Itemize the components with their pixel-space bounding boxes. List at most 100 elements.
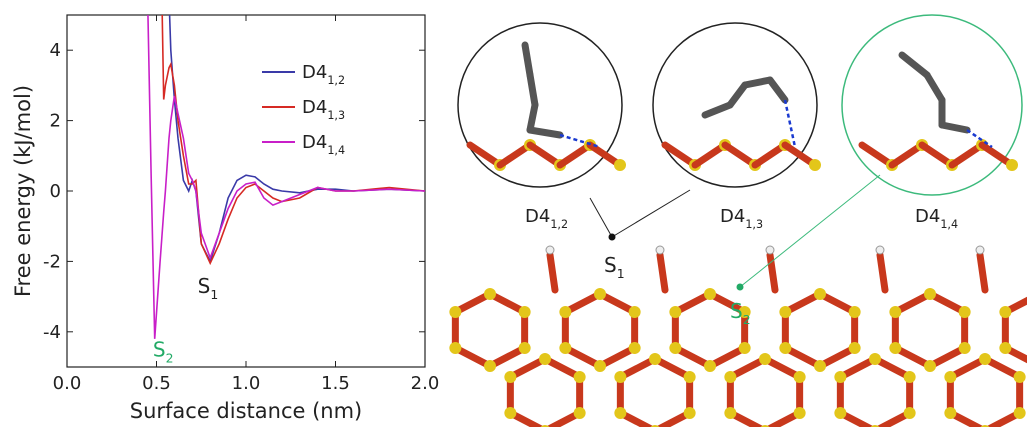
silicon-atom [1006,159,1018,171]
silicon-atom [869,353,881,365]
silicon-atom [834,371,846,383]
silicon-atom [614,159,626,171]
x-tick-label: 0.5 [142,373,171,394]
illustration-label-main: D4 [720,206,745,227]
silicon-atom [684,407,696,419]
illustration-label-sub: 1 [617,266,625,281]
silicon-atom [594,360,606,372]
annotation-sub: 1 [210,287,218,302]
silica-surface [449,246,1027,427]
illustration-label: D41,2 [525,206,568,231]
silicon-atom [539,353,551,365]
molecule-bond [530,105,535,130]
legend-label: D41,4 [302,132,345,157]
connector [612,190,690,237]
legend-label-sub: 1,3 [327,109,345,122]
zoom-circle [458,23,622,187]
silicon-atom [629,306,641,318]
bond [660,255,665,290]
molecule-bond [745,80,770,85]
zoom-circle [653,23,817,187]
illustration-label-sub: 2 [743,312,751,327]
silicon-atom [1014,407,1026,419]
molecule-bond [942,125,967,130]
y-tick-label: -2 [43,251,61,272]
site-dot [609,234,616,241]
annotation: S2 [153,337,174,365]
silicon-atom [924,288,936,300]
silicon-atom [999,342,1011,354]
silicon-atom [449,306,461,318]
x-tick-label: 0.0 [53,373,82,394]
silicon-atom [809,159,821,171]
legend-label: D41,2 [302,62,345,87]
silicon-atom [779,342,791,354]
illustration-label: D41,4 [915,206,958,231]
legend-label-main: D4 [302,132,327,153]
silicon-atom [779,306,791,318]
connector [590,198,612,237]
silicon-atom [669,306,681,318]
silicon-atom [559,306,571,318]
illustration-label-sub: 1,2 [550,218,568,231]
silicon-atom [959,306,971,318]
silicon-atom [519,342,531,354]
silicon-atom [849,342,861,354]
illustration-label: S1 [604,253,625,281]
silicon-atom [614,407,626,419]
legend-label-sub: 1,2 [327,74,345,87]
illustration-label: D41,3 [720,206,763,231]
data-line [148,0,425,339]
y-tick-label: 4 [50,40,61,61]
hydrogen [766,246,774,254]
hydrogen [976,246,984,254]
bond [980,255,985,290]
silicon-atom [814,360,826,372]
bond [770,255,775,290]
molecule-bond [525,45,530,75]
figure: Surface distance (nm) Free energy (kJ/mo… [0,0,1027,427]
silicon-atom [594,288,606,300]
silicon-atom [849,306,861,318]
silicon-atom [979,353,991,365]
illustration-label-main: D4 [915,206,940,227]
silicon-atom [889,342,901,354]
silicon-atom [629,342,641,354]
silicon-atom [649,353,661,365]
legend-label-main: D4 [302,62,327,83]
silicon-atom [574,407,586,419]
silicon-atom [1014,371,1026,383]
illustration [458,15,1022,291]
silicon-atom [704,288,716,300]
illustration-label-main: S [604,253,617,277]
silicon-atom [669,342,681,354]
silicon-atom [504,371,516,383]
silicon-atom [614,371,626,383]
silicon-atom [944,371,956,383]
illustration-label-main: S [730,299,743,323]
silicon-atom [559,342,571,354]
annotation-main: S [198,274,211,298]
silicon-atom [904,371,916,383]
molecule-bond [530,130,560,135]
annotation-sub: 2 [166,350,174,365]
silicon-atom [504,407,516,419]
silicon-atom [684,371,696,383]
legend-label-sub: 1,4 [327,144,345,157]
silicon-atom [574,371,586,383]
silicon-atom [484,288,496,300]
silicon-atom [739,342,751,354]
y-tick-label: -4 [43,322,61,343]
legend-label-main: D4 [302,97,327,118]
annotation: S1 [198,274,219,302]
silicon-atom [759,353,771,365]
legend-label: D41,3 [302,97,345,122]
y-tick-label: 0 [50,181,61,202]
data-line [169,0,425,261]
silicon-atom [959,342,971,354]
silicon-atom [724,371,736,383]
bond [880,255,885,290]
hydrogen [656,246,664,254]
x-tick-label: 1.0 [232,373,261,394]
data-line [162,0,425,263]
